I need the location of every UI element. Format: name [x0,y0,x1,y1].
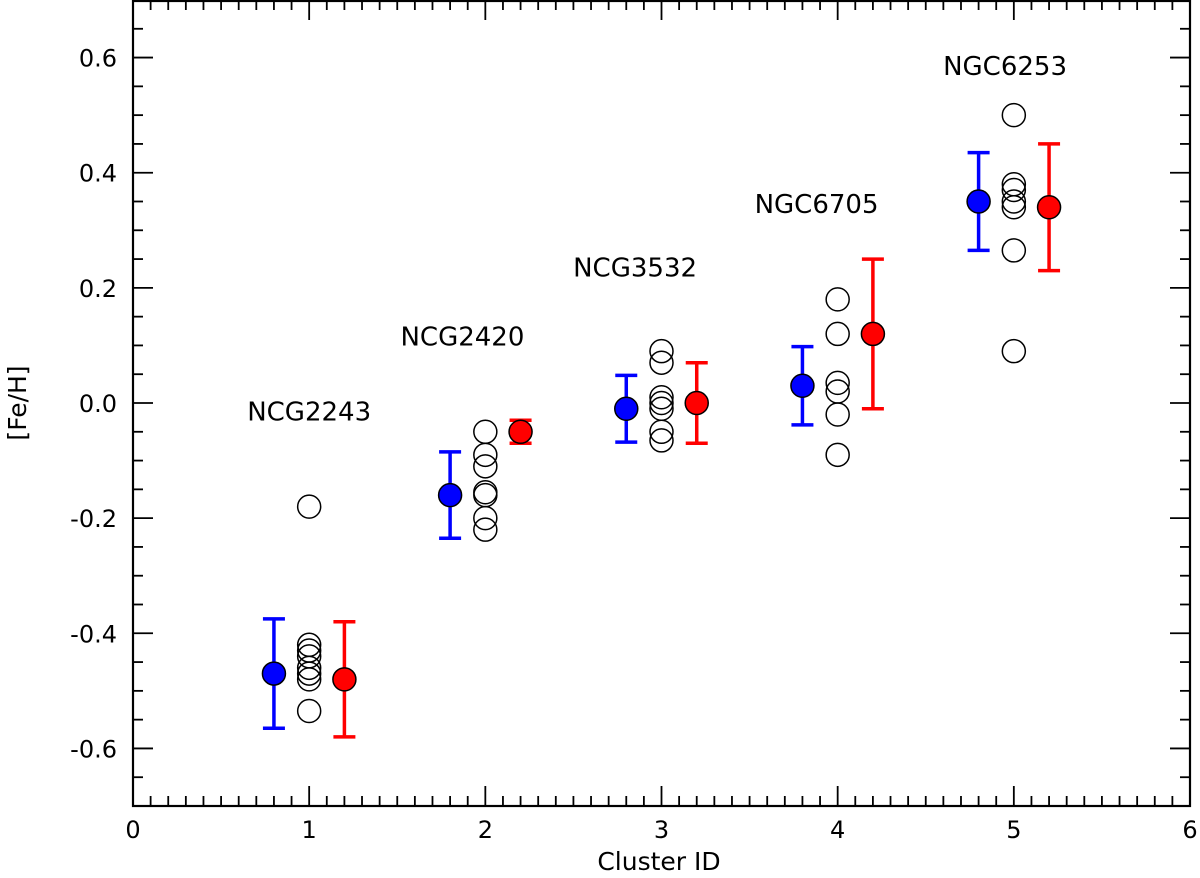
open-point [649,390,674,416]
open-point [296,698,322,724]
y-tick-label: -0.4 [70,620,117,648]
open-point [649,338,674,364]
open-point [473,517,498,542]
blue-point [614,396,639,422]
x-tick-label: 4 [830,816,845,844]
y-axis-label: [Fe/H] [3,365,32,440]
open-point [649,419,674,445]
y-tick-label: -0.2 [70,505,117,533]
open-point [296,667,322,692]
open-point [473,419,498,445]
open-point [1001,238,1027,263]
blue-point [261,661,287,686]
blue-point [790,373,815,398]
cluster-annotation: NCG2243 [247,397,371,427]
open-point [1001,189,1027,214]
open-point [1001,195,1027,220]
open-point [825,402,850,427]
open-point [1001,102,1027,128]
red-point [684,390,709,416]
axis-ticks [132,0,1191,807]
x-tick-label: 5 [1006,816,1021,844]
x-tick-label: 1 [302,816,317,844]
y-tick-label: 0.6 [79,45,117,73]
cluster-annotation: NCG2420 [400,322,524,352]
y-tick-label: 0.0 [79,390,117,418]
red-point [1036,195,1062,220]
axis-tick-labels: 0 1 2 3 4 5 6 -0.6 -0.4 -0.2 0.0 0.2 0.4 0.6 [70,45,1197,844]
x-tick-label: 2 [478,816,493,844]
open-point [825,287,850,312]
open-point [296,661,322,686]
cluster-annotation: NGC6705 [755,190,879,220]
open-point [825,442,850,468]
cluster-annotations: NCG2243 NCG2420 NCG3532 NGC6705 NGC6253 [247,52,1067,427]
y-tick-label: 0.2 [79,275,117,303]
open-point [473,442,498,468]
x-tick-label: 6 [1182,816,1197,844]
open-point [1001,177,1027,203]
y-tick-label: -0.6 [70,735,117,763]
red-point [332,667,357,692]
open-point [473,454,498,479]
x-tick-label: 3 [654,816,669,844]
cluster-annotation: NCG3532 [573,253,697,283]
open-point [296,655,322,681]
blue-point [437,482,463,508]
open-point [825,321,850,347]
open-point [649,428,674,453]
open-point [296,494,322,519]
red-point [508,419,533,445]
blue-point [966,189,991,214]
red-point [860,321,886,347]
x-tick-label: 0 [125,816,140,844]
open-point [473,505,498,531]
error-bars [262,142,1061,739]
y-tick-label: 0.4 [79,160,117,188]
open-point [1001,338,1027,364]
open-point [825,370,850,396]
open-point [649,384,674,410]
cluster-annotation: NGC6253 [943,52,1067,82]
x-axis-label: Cluster ID [597,847,720,876]
open-point [649,350,674,375]
data-points [261,102,1062,724]
